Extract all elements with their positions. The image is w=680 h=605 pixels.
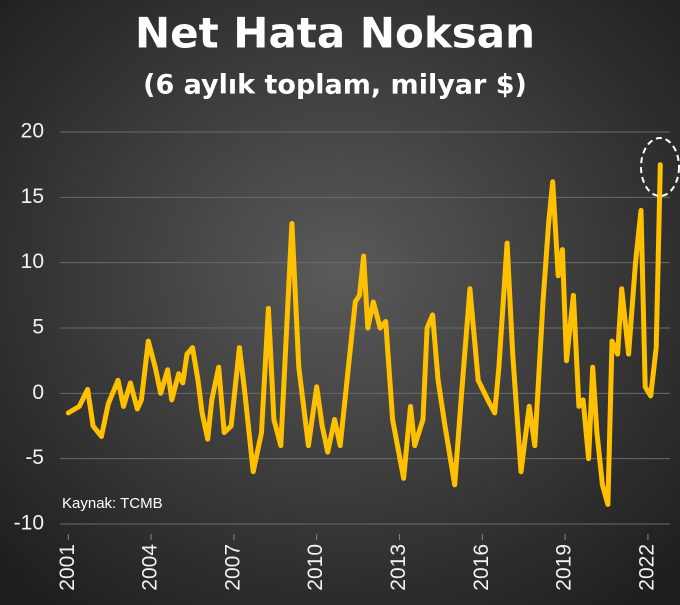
y-tick-label: 15	[21, 185, 44, 208]
x-tick-label: 2016	[470, 544, 493, 591]
chart-subtitle: (6 aylık toplam, milyar $)	[143, 70, 527, 101]
ticks: 20 15 10 5 0 -5 -10 2001 2004 2007 2010 2013 2016 201…	[14, 120, 659, 591]
highlight-circle	[640, 137, 680, 197]
x-tick-label: 2004	[139, 544, 162, 591]
source-note: Kaynak: TCMB	[62, 495, 163, 512]
data-line	[65, 162, 663, 507]
chart-title: Net Hata Noksan	[135, 9, 535, 58]
y-tick-label: 0	[32, 381, 44, 404]
y-tick-label: -5	[25, 446, 44, 469]
x-tick-label: 2007	[221, 544, 244, 591]
y-tick-label: -10	[14, 512, 44, 535]
y-tick-label: 5	[32, 316, 44, 339]
y-tick-label: 10	[21, 250, 44, 273]
x-tick-label: 2022	[635, 544, 658, 591]
plot	[65, 162, 663, 507]
y-tick-label: 20	[21, 120, 44, 143]
x-tick-label: 2001	[56, 544, 79, 591]
x-tick-label: 2013	[387, 544, 410, 591]
x-tick-label: 2010	[304, 544, 327, 591]
x-tick-label: 2019	[553, 544, 576, 591]
